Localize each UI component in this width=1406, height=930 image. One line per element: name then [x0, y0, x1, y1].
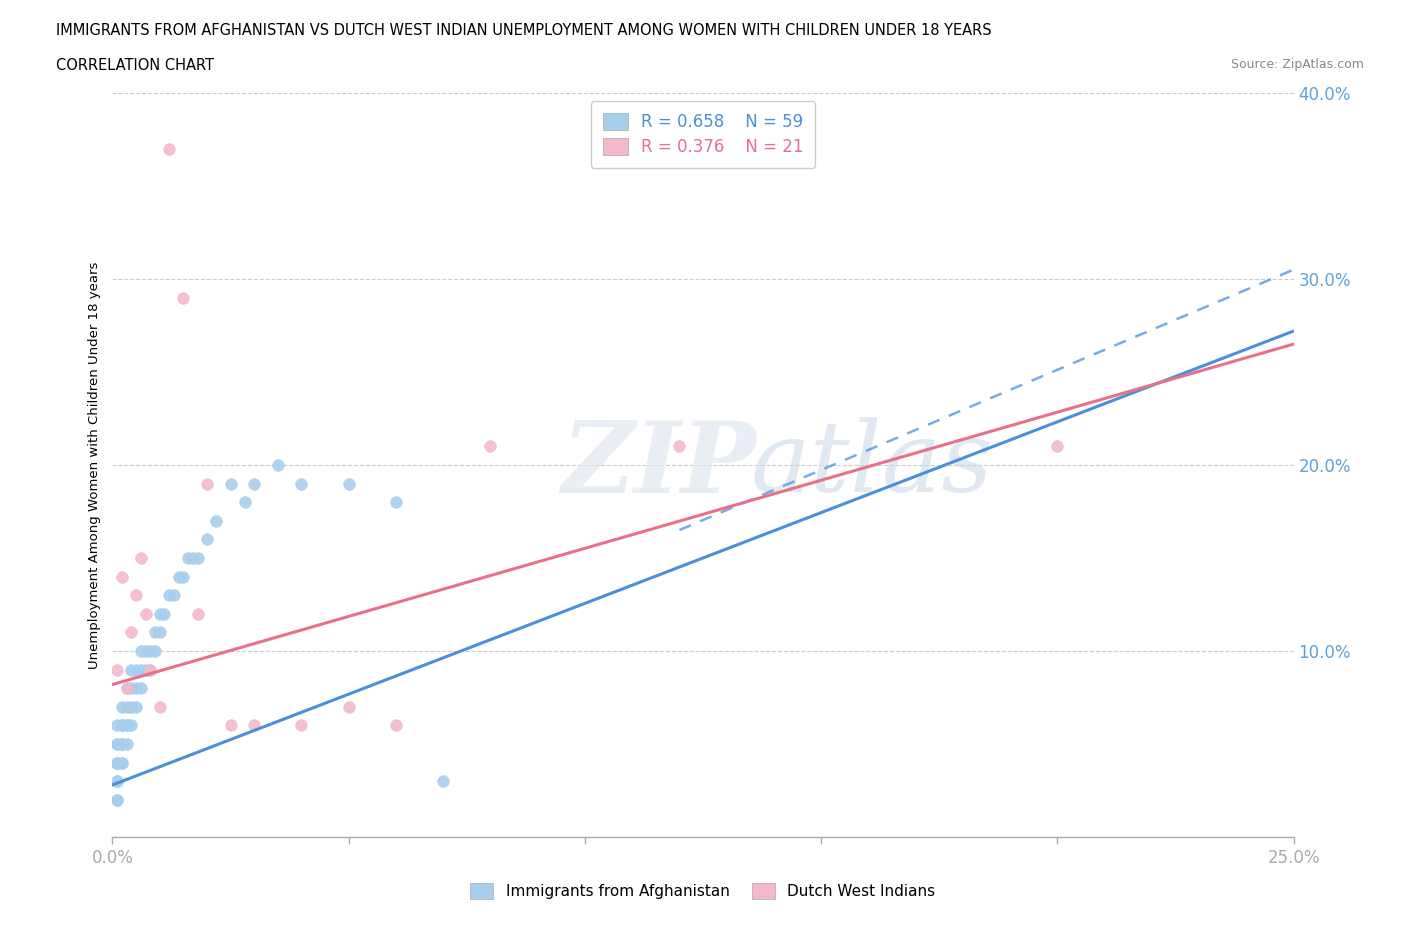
Point — [111, 699, 134, 714]
Point — [337, 476, 360, 491]
Point — [111, 569, 134, 584]
Point — [195, 476, 218, 491]
Point — [105, 774, 128, 789]
Point — [129, 681, 152, 696]
Point — [139, 644, 162, 658]
Point — [172, 290, 194, 305]
Text: CORRELATION CHART: CORRELATION CHART — [56, 58, 214, 73]
Point — [1046, 439, 1069, 454]
Point — [120, 662, 142, 677]
Point — [290, 718, 312, 733]
Point — [105, 718, 128, 733]
Point — [186, 551, 208, 565]
Point — [139, 662, 162, 677]
Point — [143, 644, 166, 658]
Point — [479, 439, 502, 454]
Point — [111, 718, 134, 733]
Point — [105, 792, 128, 807]
Point — [385, 718, 408, 733]
Point — [135, 644, 157, 658]
Point — [120, 681, 142, 696]
Point — [115, 681, 138, 696]
Point — [120, 718, 142, 733]
Point — [125, 699, 148, 714]
Point — [111, 737, 134, 751]
Point — [219, 718, 242, 733]
Point — [149, 625, 172, 640]
Point — [267, 458, 290, 472]
Point — [143, 625, 166, 640]
Point — [111, 737, 134, 751]
Point — [205, 513, 228, 528]
Point — [129, 662, 152, 677]
Point — [115, 681, 138, 696]
Point — [233, 495, 256, 510]
Y-axis label: Unemployment Among Women with Children Under 18 years: Unemployment Among Women with Children U… — [89, 261, 101, 669]
Legend: Immigrants from Afghanistan, Dutch West Indians: Immigrants from Afghanistan, Dutch West … — [458, 870, 948, 911]
Point — [290, 476, 312, 491]
Point — [149, 699, 172, 714]
Point — [111, 755, 134, 770]
Text: atlas: atlas — [751, 418, 993, 512]
Point — [115, 737, 138, 751]
Point — [129, 551, 152, 565]
Point — [139, 662, 162, 677]
Point — [115, 718, 138, 733]
Point — [115, 718, 138, 733]
Point — [668, 439, 690, 454]
Point — [111, 755, 134, 770]
Point — [105, 774, 128, 789]
Point — [149, 606, 172, 621]
Point — [153, 606, 176, 621]
Point — [125, 681, 148, 696]
Point — [177, 551, 200, 565]
Point — [105, 792, 128, 807]
Point — [105, 755, 128, 770]
Text: IMMIGRANTS FROM AFGHANISTAN VS DUTCH WEST INDIAN UNEMPLOYMENT AMONG WOMEN WITH C: IMMIGRANTS FROM AFGHANISTAN VS DUTCH WES… — [56, 23, 991, 38]
Point — [219, 476, 242, 491]
Point — [120, 625, 142, 640]
Point — [157, 588, 180, 603]
Point — [105, 737, 128, 751]
Point — [105, 737, 128, 751]
Point — [163, 588, 186, 603]
Text: Source: ZipAtlas.com: Source: ZipAtlas.com — [1230, 58, 1364, 71]
Point — [172, 569, 194, 584]
Point — [157, 141, 180, 156]
Point — [120, 699, 142, 714]
Point — [186, 606, 208, 621]
Point — [111, 737, 134, 751]
Point — [105, 662, 128, 677]
Point — [135, 662, 157, 677]
Point — [129, 644, 152, 658]
Point — [195, 532, 218, 547]
Point — [337, 699, 360, 714]
Point — [243, 718, 266, 733]
Point — [167, 569, 190, 584]
Point — [243, 476, 266, 491]
Point — [125, 588, 148, 603]
Point — [105, 755, 128, 770]
Point — [135, 606, 157, 621]
Point — [181, 551, 204, 565]
Point — [432, 774, 454, 789]
Point — [105, 755, 128, 770]
Text: ZIP: ZIP — [561, 417, 756, 513]
Point — [111, 718, 134, 733]
Point — [385, 495, 408, 510]
Point — [115, 699, 138, 714]
Point — [125, 662, 148, 677]
